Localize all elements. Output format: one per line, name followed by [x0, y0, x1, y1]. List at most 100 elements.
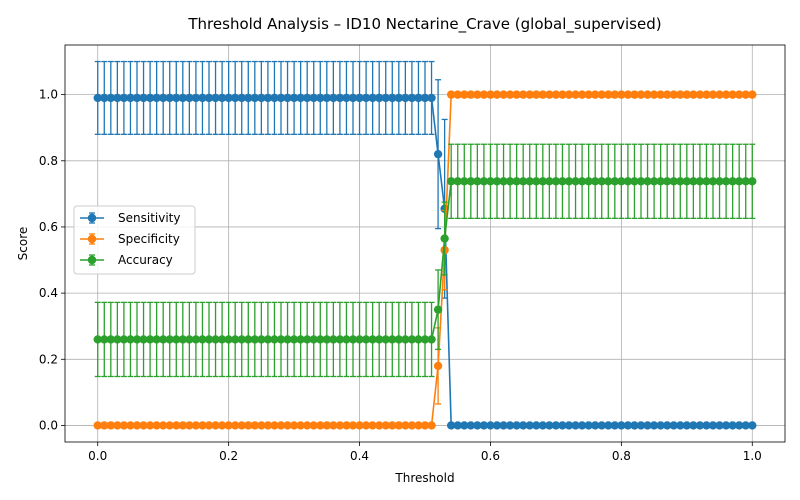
data-point: [577, 90, 587, 99]
data-point: [152, 421, 161, 430]
data-point: [636, 90, 646, 99]
data-point: [119, 421, 129, 430]
data-point: [250, 421, 260, 430]
data-point: [276, 421, 286, 430]
data-point: [695, 177, 705, 186]
data-point: [132, 93, 142, 103]
data-point: [617, 421, 626, 430]
data-point: [676, 177, 685, 186]
series-accuracy: [93, 143, 757, 378]
data-point: [748, 421, 757, 430]
data-point: [296, 93, 305, 103]
data-point: [571, 421, 580, 430]
data-point: [322, 93, 332, 103]
legend-marker: [87, 255, 97, 265]
data-point: [407, 93, 417, 103]
data-point: [250, 93, 260, 103]
data-point: [505, 177, 515, 186]
data-point: [217, 335, 227, 344]
data-point: [244, 335, 253, 344]
data-point: [335, 421, 345, 430]
data-point: [682, 421, 692, 430]
data-point: [348, 421, 358, 430]
data-point: [158, 335, 168, 344]
data-point: [460, 421, 469, 430]
data-point: [630, 421, 639, 430]
data-point: [191, 421, 201, 430]
legend: Sensitivity Specificity Accuracy: [73, 205, 196, 275]
y-tick-label: 0.6: [39, 220, 58, 234]
x-tick-label: 1.0: [743, 449, 762, 463]
data-point: [178, 421, 188, 430]
data-point: [270, 335, 279, 344]
plot-frame: [64, 44, 786, 443]
data-point: [388, 335, 397, 344]
data-point: [244, 421, 253, 430]
data-point: [590, 90, 600, 99]
data-point: [734, 421, 744, 430]
data-point: [453, 421, 462, 430]
data-point: [119, 93, 129, 103]
data-point: [676, 90, 685, 99]
data-point: [119, 335, 129, 344]
data-point: [368, 335, 377, 344]
data-point: [551, 177, 561, 186]
data-point: [93, 335, 102, 344]
data-point: [662, 90, 672, 99]
data-point: [420, 335, 430, 344]
data-point: [597, 421, 606, 430]
data-point: [721, 421, 731, 430]
data-point: [401, 93, 410, 103]
legend-label: Sensitivity: [118, 211, 180, 225]
data-point: [669, 421, 678, 430]
data-point: [361, 335, 371, 344]
data-point: [270, 421, 279, 430]
data-point: [512, 177, 521, 186]
data-point: [518, 421, 528, 430]
data-point: [407, 421, 417, 430]
data-point: [230, 93, 240, 103]
data-point: [649, 90, 659, 99]
data-point: [499, 177, 508, 186]
data-point: [204, 421, 214, 430]
data-point: [100, 421, 109, 430]
data-point: [643, 90, 652, 99]
x-tick-label: 0.2: [219, 449, 238, 463]
data-point: [93, 421, 102, 430]
data-point: [329, 335, 338, 344]
data-point: [263, 93, 273, 103]
data-point: [374, 421, 384, 430]
data-point: [302, 335, 312, 344]
data-point: [643, 177, 652, 186]
data-point: [172, 93, 181, 103]
y-tick-label: 1.0: [39, 88, 58, 102]
data-point: [695, 421, 705, 430]
data-point: [433, 149, 443, 159]
data-point: [388, 421, 397, 430]
data-point: [564, 90, 574, 99]
data-point: [388, 93, 397, 103]
data-point: [748, 90, 757, 99]
data-point: [427, 421, 436, 430]
data-point: [669, 90, 678, 99]
data-point: [158, 421, 168, 430]
data-point: [728, 177, 737, 186]
data-point: [479, 421, 489, 430]
data-point: [715, 177, 724, 186]
data-point: [152, 335, 161, 344]
data-point: [401, 335, 410, 344]
data-point: [309, 421, 318, 430]
data-point: [361, 93, 371, 103]
data-point: [420, 421, 430, 430]
data-point: [492, 177, 502, 186]
data-point: [329, 93, 338, 103]
data-point: [322, 335, 332, 344]
data-point: [545, 90, 554, 99]
data-point: [139, 335, 148, 344]
data-point: [676, 421, 685, 430]
data-point: [584, 177, 593, 186]
data-point: [126, 421, 135, 430]
data-point: [649, 177, 659, 186]
series-sensitivity: [93, 60, 757, 430]
